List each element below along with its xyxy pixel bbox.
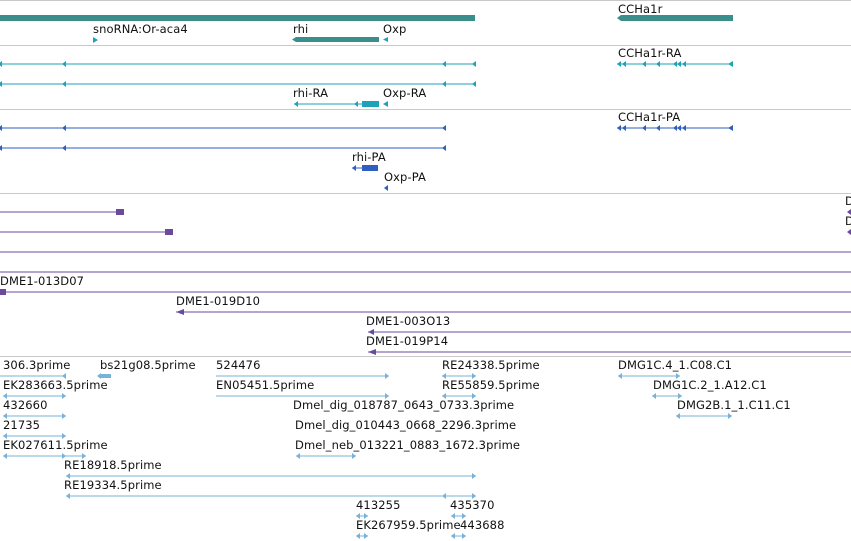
feature-306-3prime[interactable]: 306.3prime xyxy=(3,358,71,372)
feature-oxp-pa[interactable]: Oxp-PA xyxy=(384,170,426,184)
feature-bs21g08-5prime[interactable]: bs21g08.5prime xyxy=(100,358,196,372)
feature-d-bottom[interactable]: D xyxy=(845,214,851,228)
feature-ek267959-5prime[interactable]: EK267959.5prime xyxy=(356,518,461,532)
feature-dmg2b-1-1-c11-c1[interactable]: DMG2B.1_1.C11.C1 xyxy=(677,398,791,412)
feature-dmg1c-4-1-c08-c1[interactable]: DMG1C.4_1.C08.C1 xyxy=(618,358,732,372)
snorna-glyph[interactable] xyxy=(93,37,98,43)
gene-track xyxy=(0,15,733,43)
feature-ccha1r-pa[interactable]: CCHa1r-PA xyxy=(618,110,681,124)
feature-21735[interactable]: 21735 xyxy=(3,418,41,432)
feature-ek027611-5prime[interactable]: EK027611.5prime xyxy=(3,438,108,452)
rhi-glyph[interactable] xyxy=(296,37,379,42)
oxp-glyph[interactable] xyxy=(383,37,388,42)
track-separator xyxy=(0,193,851,194)
feature-dme1-019p14[interactable]: DME1-019P14 xyxy=(366,334,449,348)
feature-413255[interactable]: 413255 xyxy=(356,498,401,512)
feature-rhi[interactable]: rhi xyxy=(293,22,309,36)
track-separator xyxy=(0,109,851,110)
feature-re18918-5prime[interactable]: RE18918.5prime xyxy=(64,458,162,472)
feature-443688[interactable]: 443688 xyxy=(460,518,505,532)
feature-re24338-5prime[interactable]: RE24338.5prime xyxy=(442,358,540,372)
feature-rhi-pa[interactable]: rhi-PA xyxy=(352,150,386,164)
feature-rhi-ra[interactable]: rhi-RA xyxy=(293,86,329,100)
track-separator xyxy=(0,45,851,46)
feature-ccha1r-ra[interactable]: CCHa1r-RA xyxy=(618,46,682,60)
feature-re55859-5prime[interactable]: RE55859.5prime xyxy=(442,378,540,392)
feature-oxp-ra[interactable]: Oxp-RA xyxy=(383,86,427,100)
feature-ccha1r[interactable]: CCHa1r xyxy=(618,2,663,16)
feature-ek283663-5prime[interactable]: EK283663.5prime xyxy=(3,378,108,392)
feature-en05451-5prime[interactable]: EN05451.5prime xyxy=(216,378,315,392)
feature-snorna-or-aca4[interactable]: snoRNA:Or-aca4 xyxy=(93,22,188,36)
transcript-rna-track xyxy=(0,61,733,107)
est-track xyxy=(0,373,732,539)
feature-oxp[interactable]: Oxp xyxy=(383,22,407,36)
feature-re19334-5prime[interactable]: RE19334.5prime xyxy=(64,478,162,492)
transcript-protein-track xyxy=(0,125,733,191)
feature-432660[interactable]: 432660 xyxy=(3,398,48,412)
track-separator xyxy=(0,356,851,357)
feature-435370[interactable]: 435370 xyxy=(450,498,495,512)
feature-dme1-003o13[interactable]: DME1-003O13 xyxy=(366,314,451,328)
feature-dmel-dig-018787[interactable]: Dmel_dig_018787_0643_0733.3prime xyxy=(293,398,515,412)
feature-dmel-dig-010443[interactable]: Dmel_dig_010443_0668_2296.3prime xyxy=(295,418,517,432)
feature-dme1-013d07[interactable]: DME1-013D07 xyxy=(0,274,85,288)
feature-d-top[interactable]: D xyxy=(845,194,851,208)
feature-dmg1c-2-1-a12-c1[interactable]: DMG1C.2_1.A12.C1 xyxy=(653,378,767,392)
feature-dmel-neb-013221[interactable]: Dmel_neb_013221_0883_1672.3prime xyxy=(295,438,521,452)
track-separator xyxy=(0,0,851,1)
gene-span-bar[interactable] xyxy=(0,15,475,21)
feature-dme1-019d10[interactable]: DME1-019D10 xyxy=(176,294,261,308)
cdna-track xyxy=(0,209,851,355)
feature-524476[interactable]: 524476 xyxy=(216,358,261,372)
ccha1r-glyph[interactable] xyxy=(621,15,733,21)
